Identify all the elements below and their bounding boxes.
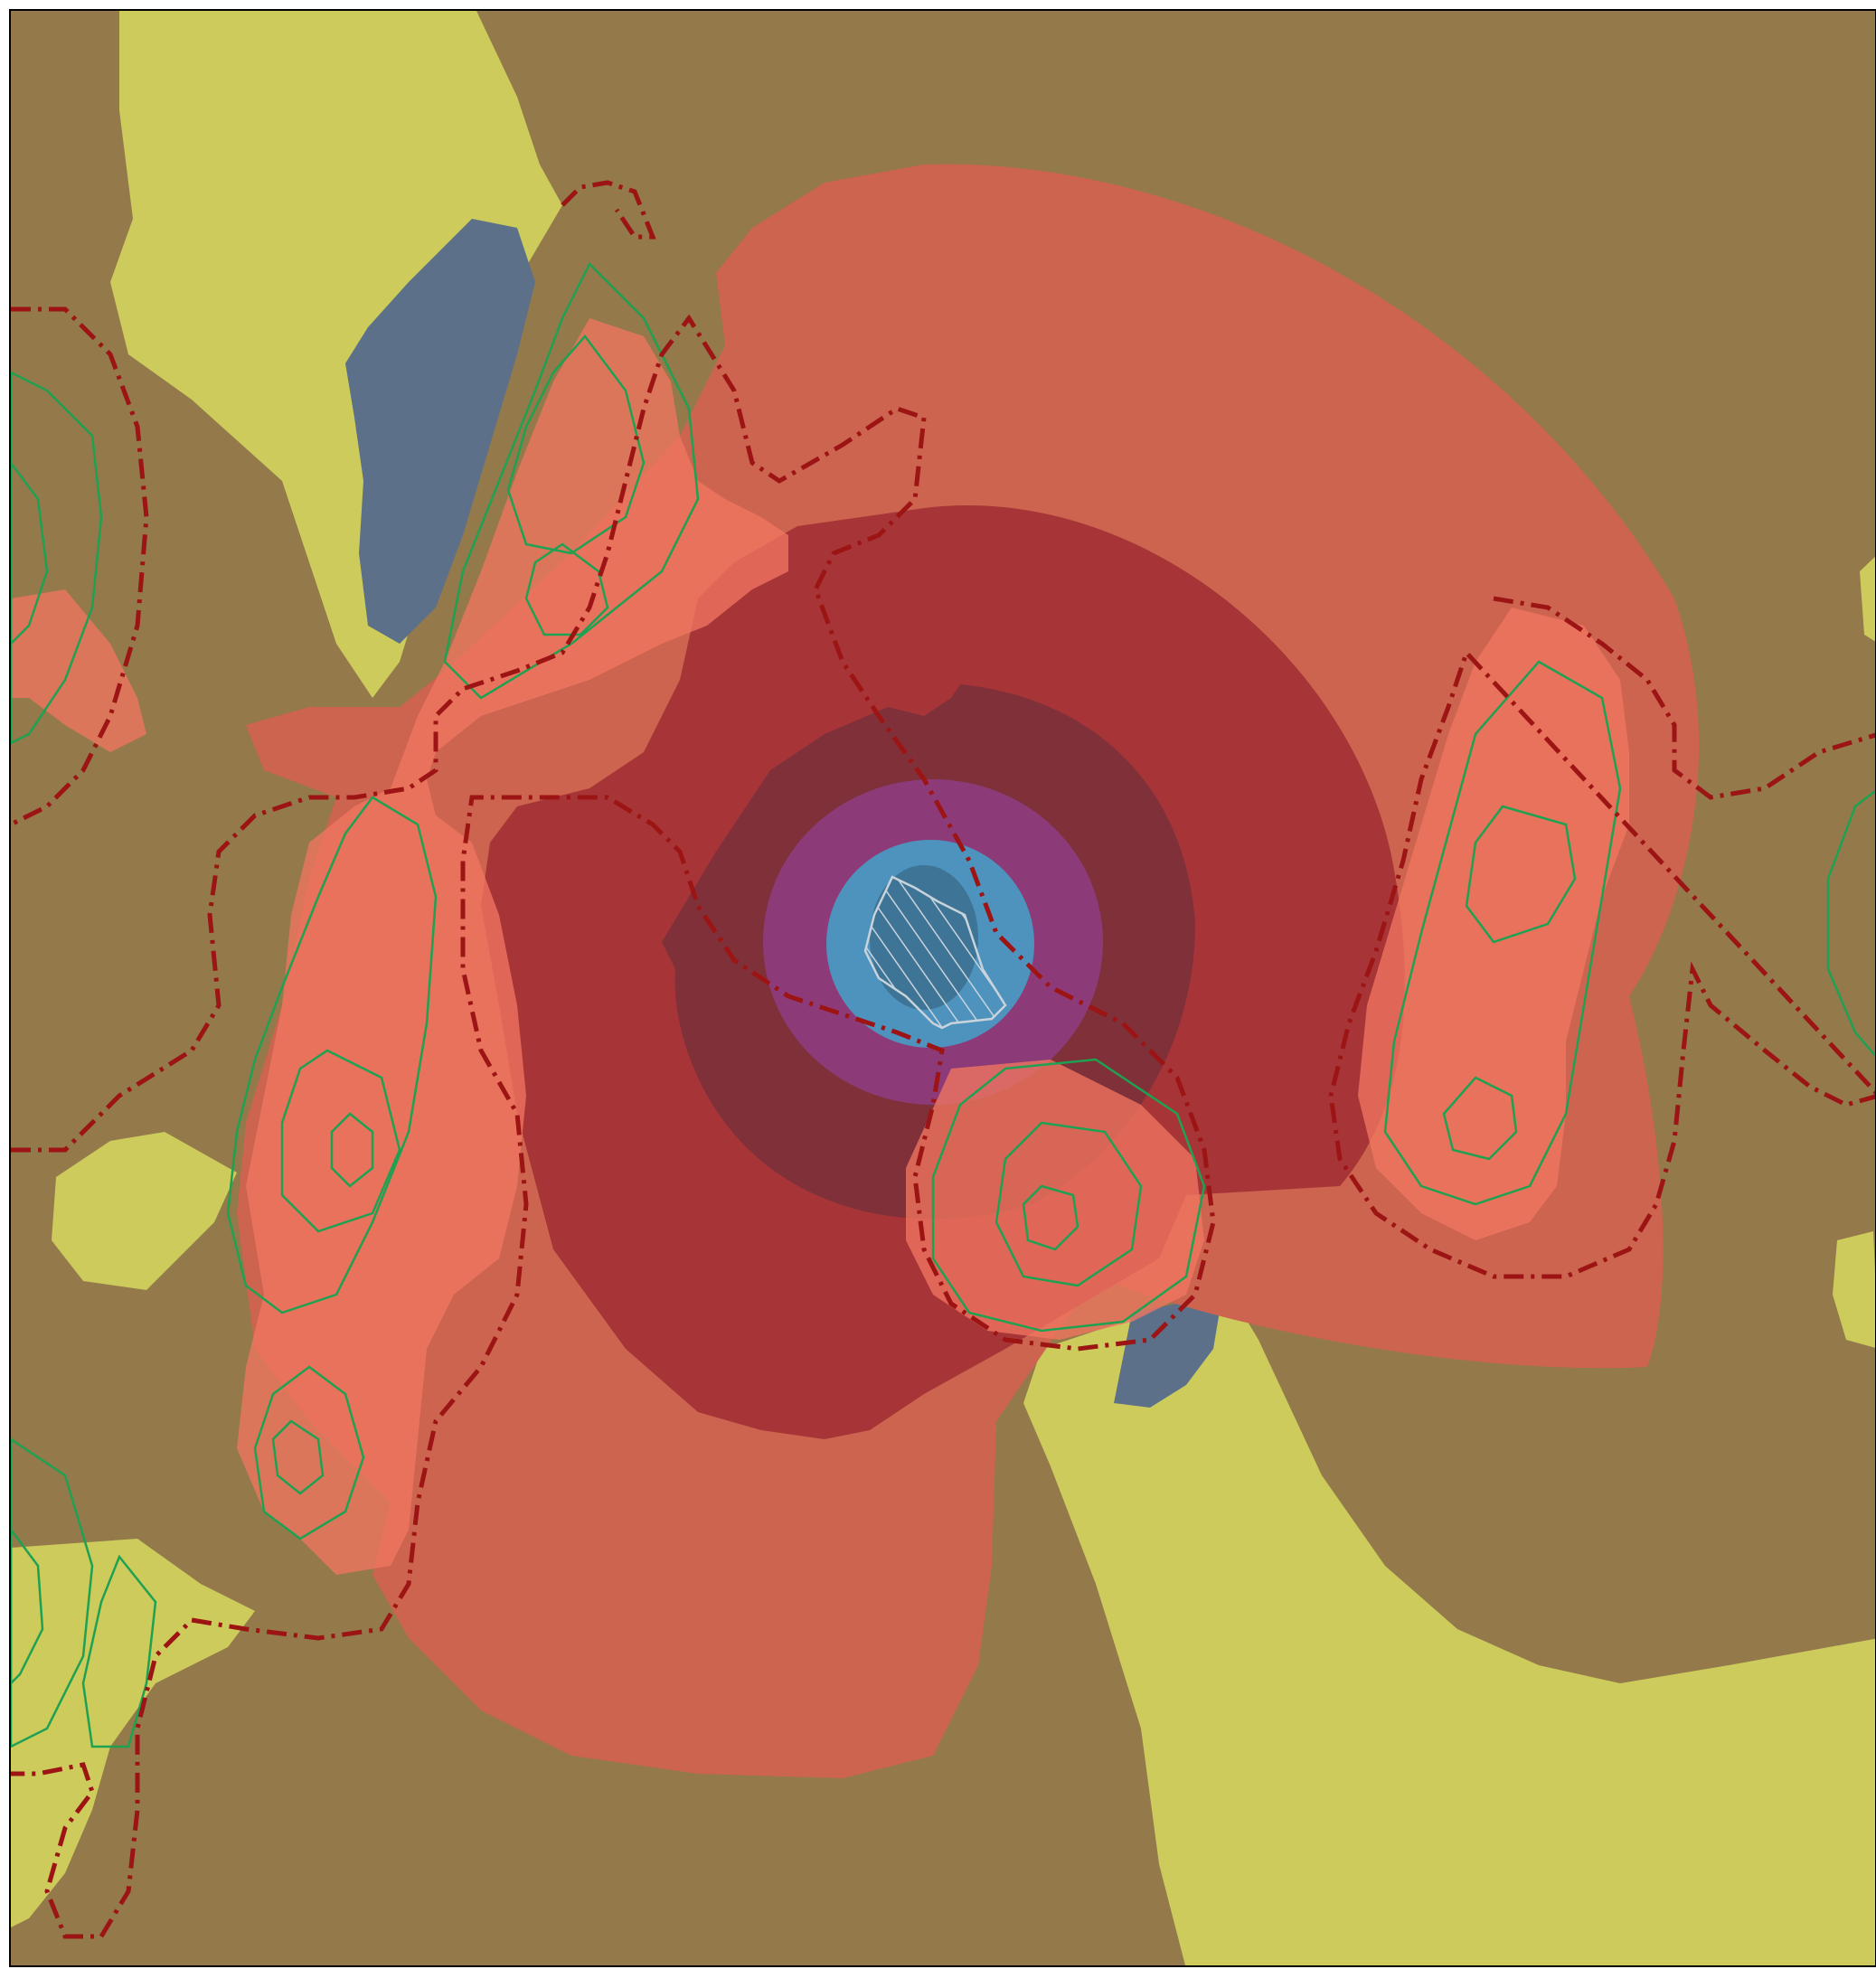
site-footprint-layer	[863, 875, 1007, 1030]
contour-line	[11, 460, 49, 645]
open-area-west	[52, 1132, 237, 1290]
contours-layer	[11, 261, 1875, 1748]
forest-patch-south-lobe	[906, 1060, 1204, 1340]
forest-patch-east	[1358, 608, 1629, 1240]
contour-line	[1383, 660, 1622, 1206]
contour-line	[931, 1058, 1206, 1333]
contour-line	[271, 1419, 325, 1495]
contour-line	[11, 1527, 44, 1685]
contour-line	[995, 1121, 1143, 1287]
contour-line	[11, 371, 103, 745]
open-area-southwest	[11, 1539, 255, 1927]
contour-line	[280, 1049, 401, 1233]
open-area-north	[110, 11, 562, 698]
contour-line	[1022, 1184, 1079, 1251]
map-canvas[interactable]	[11, 11, 1876, 1967]
map-frame	[9, 9, 1876, 1967]
water-layer	[345, 219, 1222, 1408]
open-area-east-edge	[1860, 556, 1875, 642]
contour-line	[443, 261, 700, 700]
open-area-east-islets	[1833, 1231, 1875, 1348]
contour-line	[1465, 805, 1577, 944]
contour-line	[524, 542, 609, 636]
contour-line	[506, 334, 646, 555]
protected-boundary-layer	[11, 180, 1875, 1939]
boundary-line-main	[11, 306, 1216, 1939]
forest-patch-west-ridge	[237, 318, 788, 1575]
contour-line	[1442, 1076, 1518, 1161]
water-body-north	[345, 219, 535, 644]
contour-line	[81, 1554, 157, 1748]
site-footprint[interactable]	[863, 875, 1007, 1030]
contour-line	[11, 1437, 94, 1748]
contour-line	[226, 796, 438, 1314]
open-areas-layer	[11, 11, 1875, 1965]
boundary-line-east	[1328, 596, 1875, 1279]
contour-line	[330, 1112, 374, 1188]
contour-line	[253, 1365, 365, 1540]
contour-line	[1826, 789, 1875, 1058]
water-body-south	[1114, 1295, 1222, 1408]
boundary-line-north-tip	[561, 180, 656, 240]
open-area-south	[1023, 1295, 1875, 1965]
